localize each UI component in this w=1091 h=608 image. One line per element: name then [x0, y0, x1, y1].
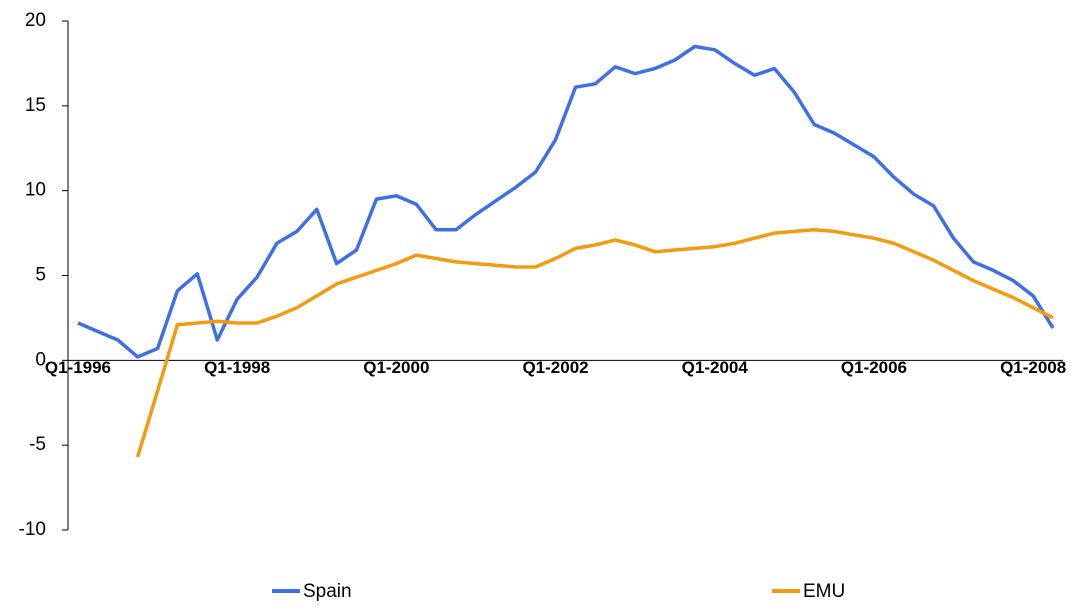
y-tick-label: -10	[19, 519, 46, 540]
y-tick-label: 15	[25, 95, 46, 116]
x-tick-label: Q1-2002	[522, 358, 588, 377]
legend-label: Spain	[303, 581, 352, 602]
y-tick-label: 20	[25, 10, 46, 31]
y-tick-label: 10	[25, 180, 46, 201]
y-tick-label: -5	[29, 434, 46, 455]
x-tick-label: Q1-2000	[363, 358, 429, 377]
x-tick-label: Q1-2006	[841, 358, 907, 377]
legend-label: EMU	[803, 581, 845, 602]
x-tick-label: Q1-1996	[45, 358, 111, 377]
y-tick-label: 5	[35, 265, 46, 286]
y-tick-label: 0	[35, 349, 46, 370]
x-tick-label: Q1-1998	[204, 358, 270, 377]
series-line	[135, 227, 1054, 458]
series-line	[77, 44, 1055, 359]
x-tick-label: Q1-2008	[1000, 358, 1066, 377]
x-tick-label: Q1-2004	[682, 358, 749, 377]
